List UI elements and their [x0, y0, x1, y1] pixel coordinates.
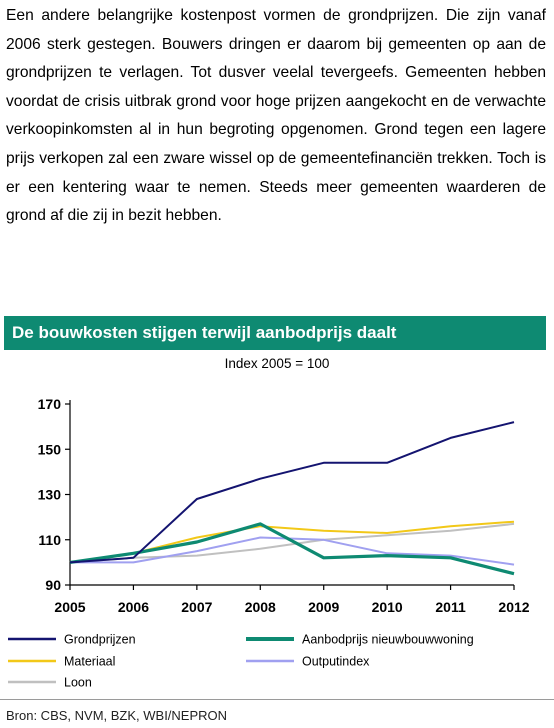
x-tick-label: 2005: [54, 599, 85, 615]
divider: [0, 699, 554, 700]
series-line: [70, 536, 515, 566]
y-tick-label: 170: [38, 396, 62, 412]
x-tick-label: 2009: [308, 599, 339, 615]
y-tick-label: 110: [38, 532, 61, 548]
series-line: [69, 522, 515, 576]
x-tick-label: 2012: [498, 599, 529, 615]
legend-label: Grondprijzen: [64, 633, 136, 647]
legend-label: Loon: [64, 676, 92, 690]
y-tick-label: 150: [38, 441, 62, 457]
y-tick-label: 90: [45, 577, 61, 593]
x-tick-label: 2008: [245, 599, 276, 615]
y-tick-label: 130: [38, 487, 62, 503]
x-tick-label: 2007: [181, 599, 212, 615]
series-line: [69, 522, 515, 564]
x-tick-label: 2011: [435, 599, 466, 615]
line-chart: 90 110 130 150 170 2005 2006 2007 2008 2009 2010 20…: [8, 396, 530, 690]
legend-label: Materiaal: [64, 655, 115, 669]
chart-title: De bouwkosten stijgen terwijl aanbodprij…: [4, 316, 546, 350]
body-paragraph: Een andere belangrijke kostenpost vormen…: [6, 7, 546, 225]
legend-label: Aanbodprijs nieuwbouwwoning: [302, 633, 474, 647]
legend-label: Outputindex: [302, 655, 370, 669]
chart-subtitle: Index 2005 = 100: [224, 356, 330, 371]
x-tick-label: 2006: [118, 599, 149, 615]
source-note: Bron: CBS, NVM, BZK, WBI/NEPRON: [6, 708, 228, 723]
x-tick-label: 2010: [372, 599, 403, 615]
series-line: [69, 421, 515, 564]
